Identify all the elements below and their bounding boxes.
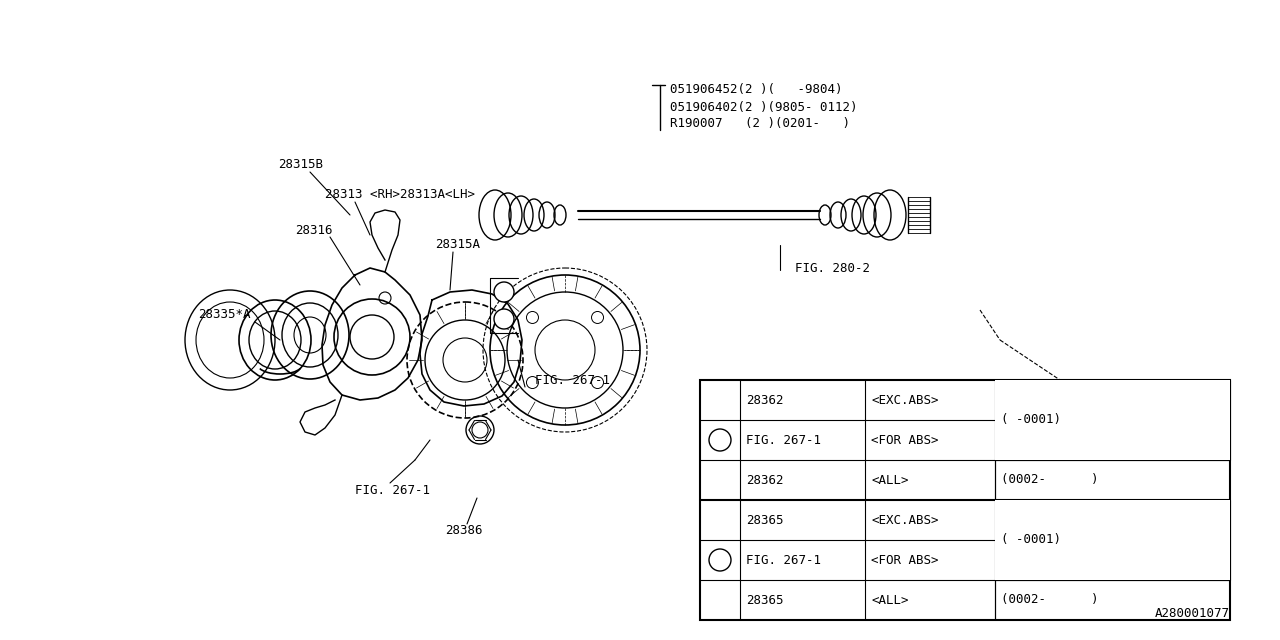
Circle shape <box>709 429 731 451</box>
Text: R190007   (2 )(0201-   ): R190007 (2 )(0201- ) <box>669 118 850 131</box>
Text: ( -0001): ( -0001) <box>1001 413 1061 426</box>
Text: ( -0001): ( -0001) <box>1001 534 1061 547</box>
Text: 28316: 28316 <box>294 223 333 237</box>
Text: <FOR ABS>: <FOR ABS> <box>870 554 938 566</box>
Text: 051906402(2 )(9805- 0112): 051906402(2 )(9805- 0112) <box>669 100 858 113</box>
Circle shape <box>709 549 731 571</box>
Text: 28365: 28365 <box>746 593 783 607</box>
Text: <FOR ABS>: <FOR ABS> <box>870 433 938 447</box>
Text: FIG. 267-1: FIG. 267-1 <box>746 554 820 566</box>
Text: 28362: 28362 <box>746 394 783 406</box>
Text: 1: 1 <box>500 287 507 297</box>
Text: 051906452(2 )(   -9804): 051906452(2 )( -9804) <box>669 83 842 97</box>
Text: 2: 2 <box>500 314 507 324</box>
Circle shape <box>494 282 515 302</box>
Text: FIG. 267-1: FIG. 267-1 <box>355 483 430 497</box>
Text: 2: 2 <box>717 555 723 565</box>
Text: 1: 1 <box>717 435 723 445</box>
Text: 28313 <RH>28313A<LH>: 28313 <RH>28313A<LH> <box>325 189 475 202</box>
Text: FIG. 267-1: FIG. 267-1 <box>535 374 611 387</box>
Text: <ALL>: <ALL> <box>870 593 909 607</box>
Bar <box>700 380 1230 620</box>
Bar <box>995 500 1230 580</box>
Text: 28315A: 28315A <box>435 239 480 252</box>
Text: FIG. 280-2: FIG. 280-2 <box>795 262 870 275</box>
Text: A280001077: A280001077 <box>1155 607 1230 620</box>
Text: (0002-      ): (0002- ) <box>1001 593 1098 607</box>
Bar <box>995 380 1230 460</box>
Text: (0002-      ): (0002- ) <box>1001 474 1098 486</box>
Text: FIG. 267-1: FIG. 267-1 <box>746 433 820 447</box>
Text: 28335*A: 28335*A <box>198 308 251 321</box>
Text: 28365: 28365 <box>746 513 783 527</box>
Text: <ALL>: <ALL> <box>870 474 909 486</box>
Text: 28386: 28386 <box>445 524 483 536</box>
Circle shape <box>494 309 515 329</box>
Text: <EXC.ABS>: <EXC.ABS> <box>870 394 938 406</box>
Text: 28315B: 28315B <box>278 159 323 172</box>
Text: <EXC.ABS>: <EXC.ABS> <box>870 513 938 527</box>
Text: 28362: 28362 <box>746 474 783 486</box>
